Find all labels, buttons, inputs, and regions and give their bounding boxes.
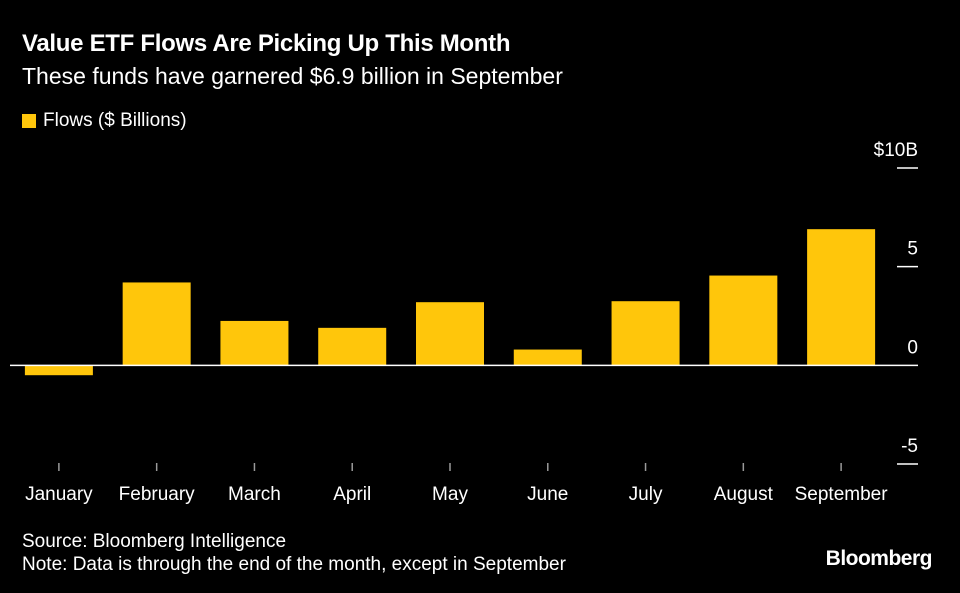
bar-february xyxy=(122,282,191,366)
bloomberg-logo: Bloomberg xyxy=(825,547,933,570)
y-tick-label: 0 xyxy=(907,337,918,358)
bar-august xyxy=(709,275,778,366)
x-tick-label-august: August xyxy=(714,484,774,505)
legend-label: Flows ($ Billions) xyxy=(43,110,187,131)
y-tick-label: 5 xyxy=(907,239,918,260)
x-tick-label-april: April xyxy=(333,484,371,505)
bar-march xyxy=(220,320,289,366)
x-tick-label-june: June xyxy=(527,484,568,505)
chart-subtitle: These funds have garnered $6.9 billion i… xyxy=(22,63,563,89)
bar-january xyxy=(24,365,93,376)
legend-swatch xyxy=(22,114,36,128)
x-tick-label-july: July xyxy=(629,484,663,505)
x-tick-label-may: May xyxy=(432,484,468,505)
x-tick-label-january: January xyxy=(25,484,93,505)
bar-july xyxy=(611,301,680,366)
legend: Flows ($ Billions) xyxy=(22,110,187,132)
x-tick-label-september: September xyxy=(795,484,889,505)
y-tick-label: -5 xyxy=(901,436,918,457)
source-note: Source: Bloomberg Intelligence xyxy=(22,531,287,552)
x-tick-label-march: March xyxy=(228,484,281,505)
bar-september xyxy=(807,229,876,366)
bar-june xyxy=(513,349,582,366)
data-note: Note: Data is through the end of the mon… xyxy=(22,554,566,575)
bar-april xyxy=(318,327,387,366)
y-tick-label: $10B xyxy=(874,140,918,161)
chart-title: Value ETF Flows Are Picking Up This Mont… xyxy=(22,30,511,57)
bar-may xyxy=(416,302,484,366)
x-tick-label-february: February xyxy=(119,484,196,505)
